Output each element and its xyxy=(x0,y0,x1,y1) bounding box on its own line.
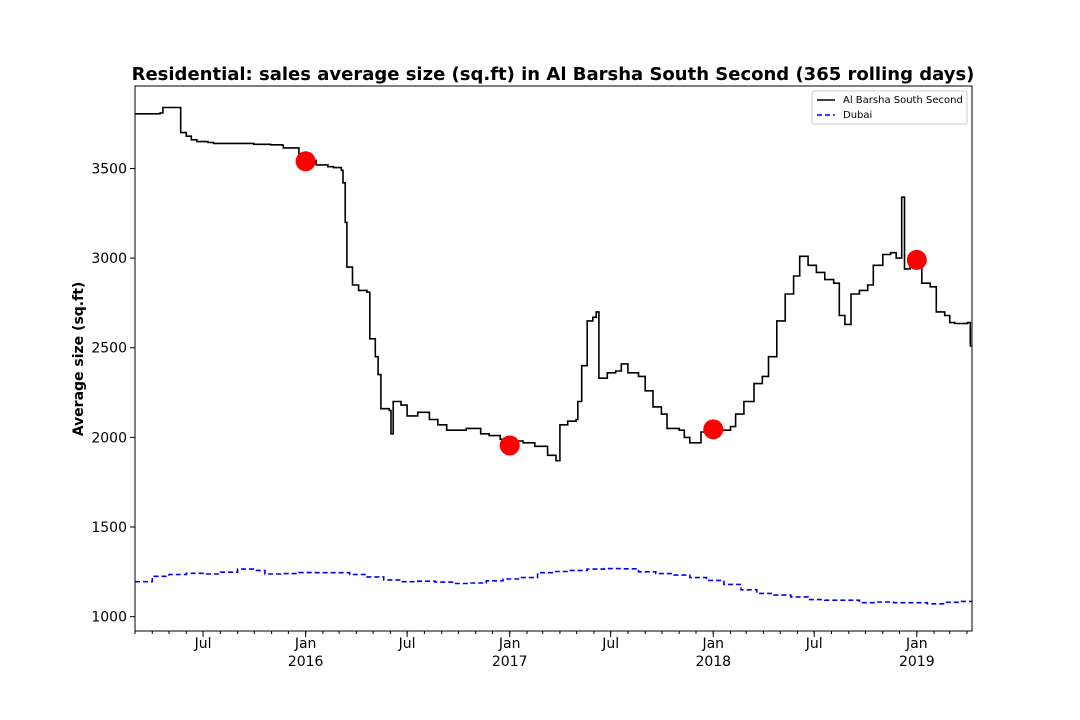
marker-layer xyxy=(295,151,927,456)
y-tick-label: 3500 xyxy=(91,161,127,177)
x-tick-label: Jul xyxy=(398,636,416,652)
highlight-marker xyxy=(703,419,724,440)
y-tick-label: 2000 xyxy=(91,430,127,446)
y-tick-label: 2500 xyxy=(91,341,127,357)
highlight-marker xyxy=(295,151,316,172)
y-axis-label: Average size (sq.ft) xyxy=(71,282,87,437)
x-tick-label: Jan xyxy=(294,636,317,652)
x-tick-label: Jul xyxy=(601,636,619,652)
x-tick-label: Jan xyxy=(498,636,521,652)
series-layer xyxy=(135,106,973,605)
highlight-marker xyxy=(906,249,927,270)
chart-title: Residential: sales average size (sq.ft) … xyxy=(132,64,975,85)
x-tick-year: 2017 xyxy=(492,654,528,670)
y-tick-label: 1000 xyxy=(91,610,127,626)
series-line-dubai xyxy=(135,567,973,605)
x-axis: Jul Jan 2016 Jul Jan 2017 Jul Jan 2018 Jul Jan 2019 xyxy=(134,631,968,670)
highlight-marker xyxy=(499,435,520,456)
x-tick-year: 2018 xyxy=(695,654,731,670)
y-tick-label: 1500 xyxy=(91,520,127,536)
x-tick-year: 2019 xyxy=(899,654,935,670)
plot-frame xyxy=(134,85,973,632)
legend-entry-al-barsha: Al Barsha South Second xyxy=(843,95,963,106)
x-tick-year: 2016 xyxy=(288,654,324,670)
x-tick-label: Jul xyxy=(194,636,212,652)
y-axis: 1000 1500 2000 2500 3000 3500 xyxy=(91,161,135,626)
x-tick-label: Jan xyxy=(701,636,724,652)
legend: Al Barsha South Second Dubai xyxy=(811,90,968,125)
legend-box xyxy=(811,90,968,125)
series-line-al-barsha xyxy=(135,106,972,462)
legend-entry-dubai: Dubai xyxy=(843,110,872,121)
y-tick-label: 3000 xyxy=(91,251,127,267)
x-tick-label: Jul xyxy=(805,636,823,652)
x-tick-label: Jan xyxy=(905,636,928,652)
